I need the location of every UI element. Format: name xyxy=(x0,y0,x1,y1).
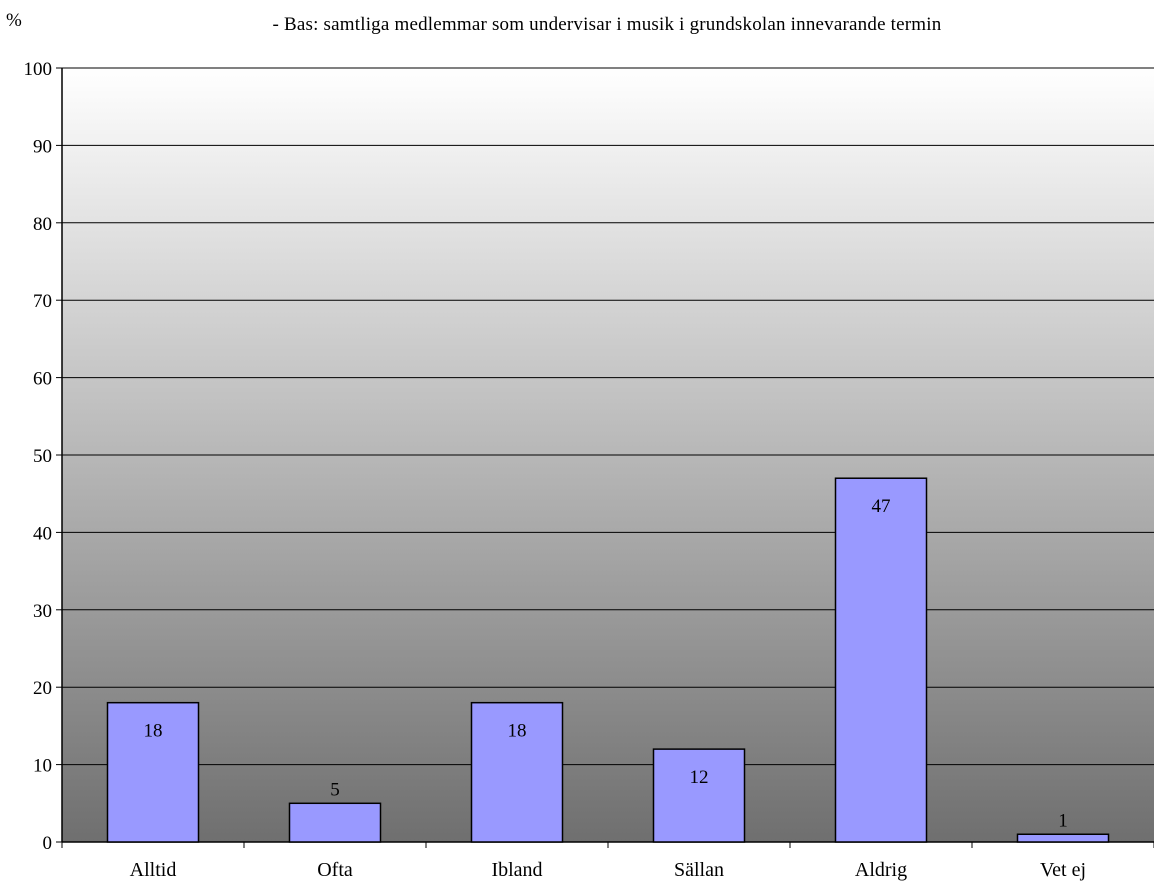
data-label: 18 xyxy=(508,721,527,742)
y-tick-label: 20 xyxy=(33,678,52,699)
data-label: 18 xyxy=(144,721,163,742)
bar xyxy=(288,802,382,843)
y-tick-label: 60 xyxy=(33,369,52,390)
x-tick-label: Alltid xyxy=(130,859,177,881)
data-label: 5 xyxy=(330,779,340,800)
y-tick-label: 10 xyxy=(33,756,52,777)
y-tick-label: 30 xyxy=(33,601,52,622)
x-tick-label: Ibland xyxy=(491,859,542,881)
data-label: 12 xyxy=(690,767,709,788)
bar xyxy=(470,701,564,843)
y-tick-label: 70 xyxy=(33,291,52,312)
y-tick-label: 100 xyxy=(24,59,53,80)
x-tick-label: Sällan xyxy=(674,859,724,881)
y-tick-label: 0 xyxy=(43,833,53,854)
x-tick-label: Vet ej xyxy=(1040,859,1086,881)
data-label: 47 xyxy=(872,496,891,517)
y-tick-label: 40 xyxy=(33,523,52,544)
data-label: 1 xyxy=(1058,810,1068,831)
chart-subtitle: - Bas: samtliga medlemmar som undervisar… xyxy=(272,14,942,35)
y-tick-label: 50 xyxy=(33,446,52,467)
bar xyxy=(106,701,200,843)
y-tick-label: 80 xyxy=(33,214,52,235)
y-axis-label: % xyxy=(6,10,22,31)
bar xyxy=(652,748,746,843)
bar xyxy=(1016,833,1110,843)
y-tick-label: 90 xyxy=(33,136,52,157)
x-tick-label: Ofta xyxy=(317,859,353,881)
bar xyxy=(834,477,928,843)
x-tick-label: Aldrig xyxy=(855,859,907,881)
